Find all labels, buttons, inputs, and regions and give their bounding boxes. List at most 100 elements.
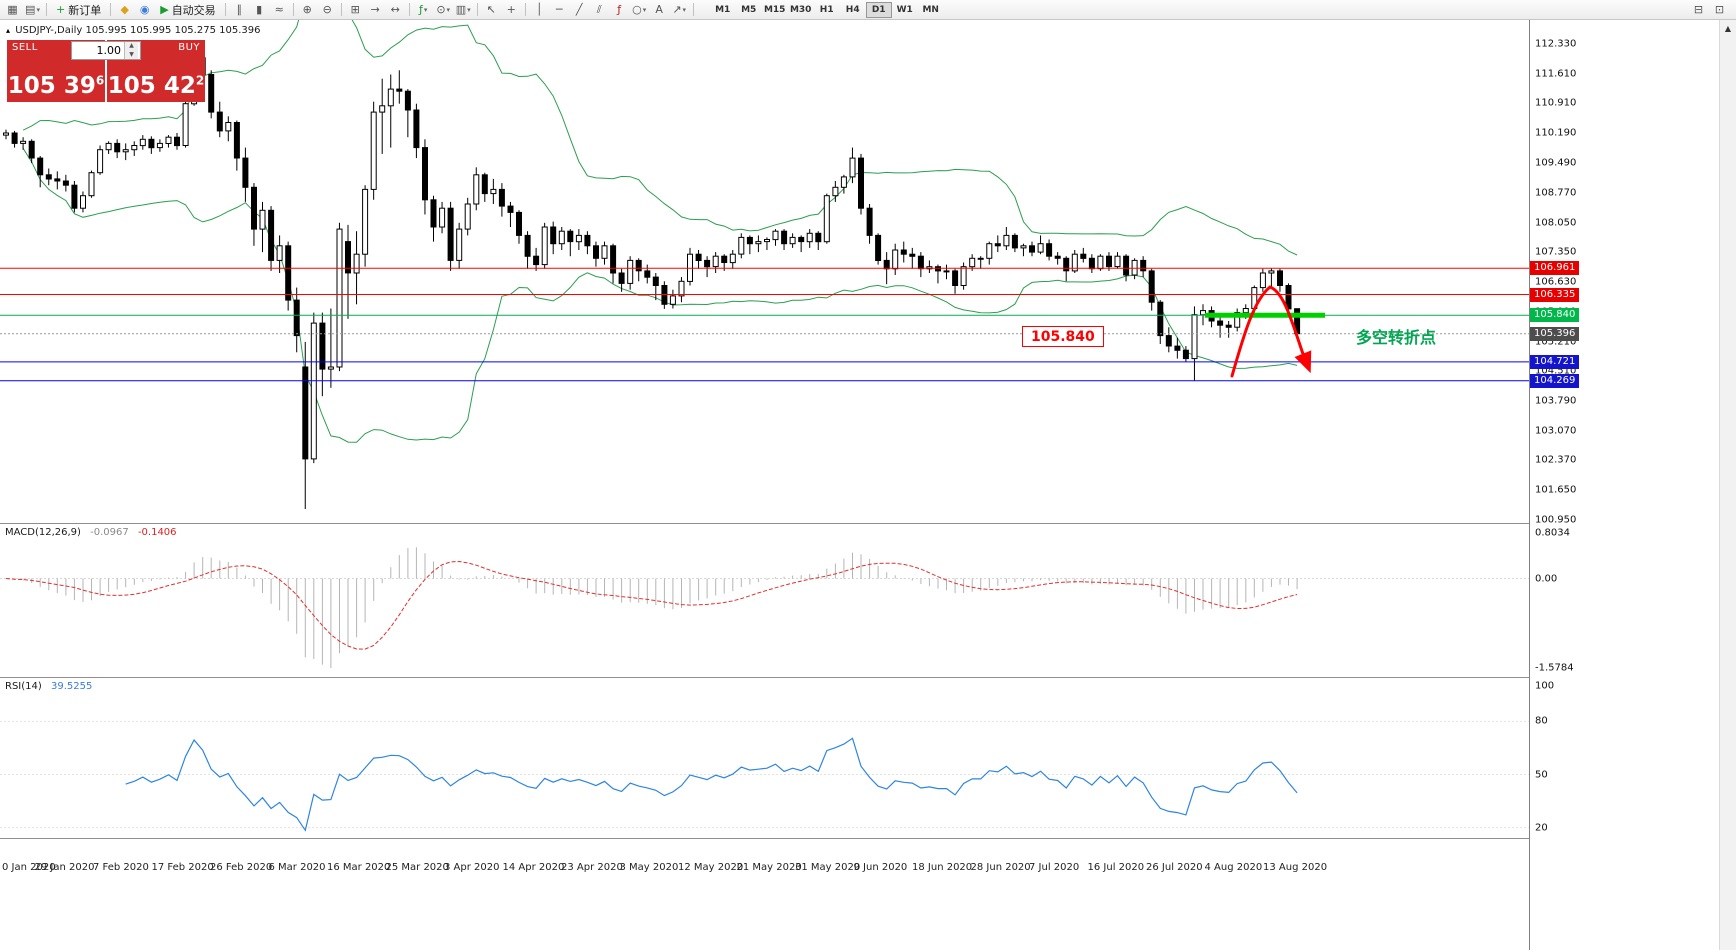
arrows-icon[interactable]: ↗ ▾ [670,1,689,18]
new-order-button-label: 新订单 [68,3,102,17]
candle-body [687,253,693,282]
arrows-icon: ↗ [672,3,682,16]
bars-chart-icon[interactable]: ∥ [230,1,249,18]
candle-body [832,186,839,197]
candle-body [88,172,95,197]
macd-axis-label: -1.5784 [1535,662,1574,674]
text-icon[interactable]: A [650,1,669,18]
volume-spinner: ▲ ▼ [124,42,138,59]
candle-body [1003,234,1010,247]
candle-body [1225,324,1232,328]
crosshair-icon[interactable]: + [502,1,521,18]
autotrading-button[interactable]: ▶ 自动交易 [155,1,220,18]
periods-icon[interactable]: ⊙ ▾ [434,1,453,18]
price-axis[interactable]: 112.330 111.610 110.910 110.190 109.490 108.7… [1529,20,1719,950]
timeframe-m30[interactable]: M30 [789,4,812,15]
candle-body [404,90,411,111]
macd-name: MACD(12,26,9) [5,527,81,538]
candle-body [712,255,719,268]
zoom-in-icon[interactable]: ⊕ [298,1,317,18]
price-tag: 104.269 [1530,373,1580,388]
tile-windows-icon[interactable]: ⊞ [346,1,365,18]
equidistant-channel-icon[interactable]: ⫽ [590,1,609,18]
timeframe-h1[interactable]: H1 [819,4,834,15]
date-label: 26 Jul 2020 [1146,862,1203,873]
date-label: 25 Mar 2020 [385,862,449,873]
candle-body [840,176,847,188]
candle-body [208,74,215,113]
print-preview-icon[interactable]: ⊡ [1714,3,1725,16]
candle-body [823,195,830,243]
buy-price: 105 422 [107,73,205,99]
date-label: 7 Feb 2020 [93,862,149,873]
timeframe-m5[interactable]: M5 [741,4,757,15]
auto-scroll-icon[interactable]: → [366,1,385,18]
horizontal-line-icon[interactable]: ─ [550,1,569,18]
date-label: 29 Jan 2020 [34,862,95,873]
zoom-out-icon[interactable]: ⊖ [318,1,337,18]
panel-separator[interactable] [0,523,1719,524]
candle-body [122,149,129,153]
rsi-panel[interactable] [0,677,1529,838]
text-icon: A [655,3,663,16]
volume-input[interactable] [72,42,124,59]
cursor-icon[interactable]: ↖ [482,1,501,18]
candle-body [704,259,711,268]
chart-window[interactable]: ▴ USDJPY-,Daily 105.995 105.995 105.275 … [0,20,1529,950]
timeframe-m1[interactable]: M1 [715,4,731,15]
window-scrollbar[interactable]: ▲ [1719,20,1736,950]
vertical-line-icon[interactable]: │ [530,1,549,18]
candle-body [892,249,899,270]
date-label: 12 May 2020 [678,862,744,873]
timeframe-m15[interactable]: M15 [763,4,786,15]
chart-shift-icon[interactable]: ↔ [386,1,405,18]
new-order-button[interactable]: + 新订单 [51,1,106,18]
new-chart-icon[interactable]: ▦ [3,1,22,18]
chart-profiles-icon[interactable]: ▤ ▾ [23,1,42,18]
candle-body [550,226,557,245]
timeframe-h4[interactable]: H4 [845,4,860,15]
indicators-icon[interactable]: ƒ ▾ [414,1,433,18]
shapes-icon[interactable]: ○ ▾ [630,1,649,18]
timeframe-mn[interactable]: MN [922,4,939,15]
panel-separator[interactable] [0,677,1719,678]
oneclick-collapse-icon[interactable]: ▴ [6,26,11,35]
scroll-up-icon[interactable]: ▲ [1724,24,1732,33]
candle-body [943,270,950,273]
symbol-ohlc-text: USDJPY-,Daily 105.995 105.995 105.275 10… [15,25,261,36]
date-label: 26 Feb 2020 [210,862,273,873]
equidistant-channel-icon: ⫽ [596,2,602,16]
price-axis-label: 108.050 [1535,217,1577,229]
candle-body [524,234,531,257]
price-axis-label: 103.790 [1535,395,1577,407]
strategy-tester-icon[interactable]: ◉ [135,1,154,18]
price-annotation-box: 105.840 [1022,326,1104,347]
periods-icon: ⊙ [436,3,446,16]
toolbar-right-group: ⊟ ⊡ [1689,1,1733,18]
candle-body [456,228,463,261]
price-tag: 104.721 [1530,354,1580,369]
macd-panel[interactable] [0,523,1529,677]
candle-body [883,259,890,270]
candlestick-chart-icon[interactable]: ▮ [250,1,269,18]
metaeditor-icon[interactable]: ◆ [115,1,134,18]
trendline-icon[interactable]: ╱ [570,1,589,18]
candle-body [45,174,52,180]
candle-body [464,203,471,230]
fibonacci-icon[interactable]: ƒ [610,1,629,18]
timeframe-w1[interactable]: W1 [896,4,913,15]
line-chart-icon[interactable]: ≈ [270,1,289,18]
spin-down-icon[interactable]: ▼ [125,50,138,59]
candle-body [1277,270,1283,286]
print-icon[interactable]: ⊟ [1693,3,1704,16]
time-axis[interactable]: 0 Jan 2020 29 Jan 2020 7 Feb 2020 17 Feb 20… [0,858,1529,877]
price-chart[interactable] [0,20,1529,523]
timeframe-d1[interactable]: D1 [865,1,892,18]
spin-up-icon[interactable]: ▲ [125,42,138,51]
candle-body [960,266,967,286]
rsi-axis-label: 50 [1535,769,1548,780]
macd-signal-line [5,560,1298,650]
candle-body [62,180,69,186]
candle-body [251,186,257,230]
templates-icon[interactable]: ▥ ▾ [454,1,473,18]
